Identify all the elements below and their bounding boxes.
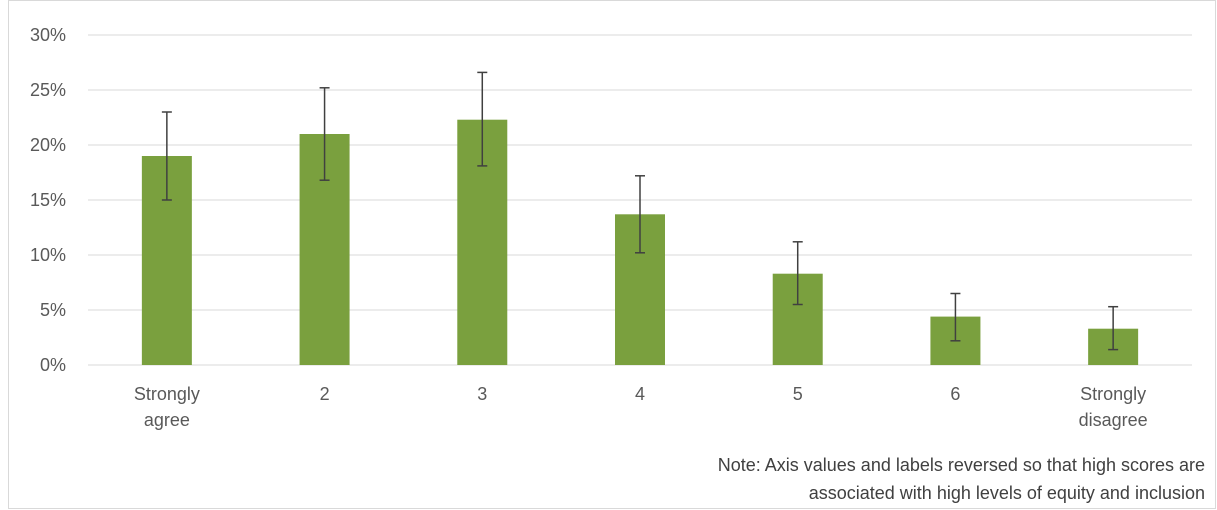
y-tick-label: 10% xyxy=(30,245,66,265)
x-tick-label: 4 xyxy=(635,384,645,404)
chart-note-line-2: associated with high levels of equity an… xyxy=(808,483,1205,503)
x-tick-label: Strongly disagree xyxy=(1079,384,1148,430)
y-tick-label: 15% xyxy=(30,190,66,210)
x-tick-label: 6 xyxy=(950,384,960,404)
x-tick-label: 5 xyxy=(793,384,803,404)
x-axis-tick-labels: Strongly agree 2 3 4 5 6 Strongly disagree xyxy=(134,384,1148,430)
x-tick-label: 2 xyxy=(320,384,330,404)
x-tick-label: Strongly agree xyxy=(134,384,200,430)
chart-note-line-1: Note: Axis values and labels reversed so… xyxy=(717,455,1205,475)
y-tick-label: 20% xyxy=(30,135,66,155)
y-tick-label: 0% xyxy=(40,355,66,375)
y-tick-label: 30% xyxy=(30,25,66,45)
y-tick-label: 5% xyxy=(40,300,66,320)
gridlines xyxy=(88,34,1192,366)
error-bars xyxy=(161,71,1119,351)
chart-frame xyxy=(8,0,1216,509)
x-tick-label: 3 xyxy=(477,384,487,404)
y-axis-tick-labels: 0% 5% 10% 15% 20% 25% 30% xyxy=(30,25,66,375)
y-tick-label: 25% xyxy=(30,80,66,100)
